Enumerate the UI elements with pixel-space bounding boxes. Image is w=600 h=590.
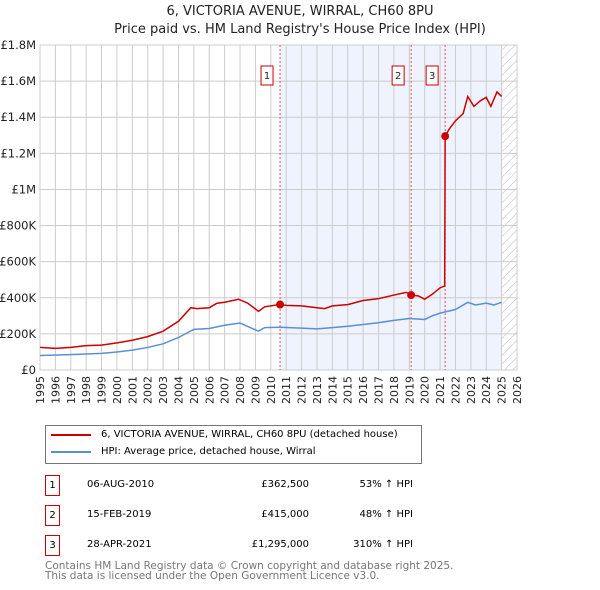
sale-point [407, 291, 416, 300]
y-tick-label: £200K [0, 327, 36, 341]
x-tick-label: 2000 [111, 376, 124, 404]
x-tick-label: 2003 [157, 376, 170, 404]
x-tick-label: 1999 [96, 376, 109, 404]
y-tick-label: £1.4M [0, 110, 36, 124]
x-tick-label: 2021 [434, 376, 447, 404]
x-tick-label: 2012 [296, 376, 309, 404]
marker-box [260, 65, 274, 86]
sale-point [441, 132, 450, 141]
x-tick-label: 2018 [388, 376, 401, 404]
y-tick-label: £400K [0, 291, 36, 305]
x-tick-label: 2026 [511, 376, 524, 404]
transaction-price: £415,000 [261, 509, 309, 520]
transaction-number: 1 [45, 475, 60, 496]
x-tick-label: 2017 [373, 376, 386, 404]
marker-label: 3 [429, 71, 435, 82]
footer: Contains HM Land Registry data © Crown c… [45, 560, 454, 582]
x-tick-label: 2019 [403, 376, 416, 404]
marker-box [391, 65, 405, 86]
x-tick-label: 2005 [188, 376, 201, 404]
footer-copyright: Contains HM Land Registry data © Crown c… [45, 560, 454, 572]
legend-swatch [51, 450, 91, 453]
x-tick-label: 2013 [311, 376, 324, 404]
transaction-hpi-change: 48% ↑ HPI [359, 509, 413, 520]
x-tick-label: 2016 [357, 376, 370, 404]
plot-border [39, 44, 518, 371]
y-tick-label: £0 [21, 363, 36, 377]
y-tick-label: £1M [11, 182, 36, 196]
transaction-price: £362,500 [261, 479, 309, 490]
y-tick-label: £1.8M [0, 38, 36, 52]
x-tick-label: 2007 [219, 376, 232, 404]
x-tick-label: 2008 [234, 376, 247, 404]
legend: 6, VICTORIA AVENUE, WIRRAL, CH60 8PU (de… [45, 425, 422, 464]
x-tick-label: 2004 [172, 376, 185, 404]
x-tick-label: 2014 [326, 376, 339, 404]
x-tick-label: 1996 [49, 376, 62, 404]
transaction-price: £1,295,000 [251, 539, 309, 550]
x-tick-label: 2024 [480, 376, 493, 404]
x-tick-label: 1998 [80, 376, 93, 404]
sale-point [276, 300, 285, 309]
legend-item-property: 6, VICTORIA AVENUE, WIRRAL, CH60 8PU (de… [51, 429, 398, 440]
legend-label: HPI: Average price, detached house, Wirr… [101, 446, 316, 457]
marker-label: 1 [264, 71, 270, 82]
legend-label: 6, VICTORIA AVENUE, WIRRAL, CH60 8PU (de… [101, 429, 398, 440]
price-chart: 1995 1996 1997 1998 1999 2000 2001 2002 2003 2004… [0, 38, 524, 404]
legend-swatch [51, 433, 91, 436]
y-tick-label: £800K [0, 219, 36, 233]
x-tick-label: 2020 [419, 376, 432, 404]
transaction-number: 3 [45, 535, 60, 556]
x-tick-label: 2023 [465, 376, 478, 404]
chart-title: 6, VICTORIA AVENUE, WIRRAL, CH60 8PU [166, 4, 434, 19]
transaction-date: 15-FEB-2019 [87, 509, 152, 520]
x-tick-label: 2015 [342, 376, 355, 404]
x-tick-label: 2001 [126, 376, 139, 404]
x-tick-label: 2022 [449, 376, 462, 404]
x-tick-label: 2006 [203, 376, 216, 404]
y-tick-label: £1.2M [0, 146, 36, 160]
y-tick-label: £600K [0, 255, 36, 269]
transaction-date: 28-APR-2021 [87, 539, 152, 550]
transaction-number: 2 [45, 505, 60, 526]
chart-subtitle: Price paid vs. HM Land Registry's House … [114, 22, 486, 37]
transaction-hpi-change: 310% ↑ HPI [353, 539, 413, 550]
series-line [39, 90, 503, 350]
marker-label: 2 [395, 71, 401, 82]
legend-item-hpi: HPI: Average price, detached house, Wirr… [51, 446, 316, 457]
x-tick-label: 1995 [34, 376, 47, 404]
x-tick-label: 2002 [142, 376, 155, 404]
x-tick-label: 1997 [65, 376, 78, 404]
forecast-hatch [501, 45, 517, 370]
x-tick-label: 2010 [265, 376, 278, 404]
transaction-date: 06-AUG-2010 [87, 479, 155, 490]
marker-box [425, 65, 439, 86]
x-tick-label: 2009 [249, 376, 262, 404]
transaction-hpi-change: 53% ↑ HPI [359, 479, 413, 490]
series-line [39, 301, 502, 357]
y-tick-label: £1.6M [0, 74, 36, 88]
footer-licence: This data is licensed under the Open Gov… [45, 570, 380, 582]
x-tick-label: 2011 [280, 376, 293, 404]
x-tick-label: 2025 [496, 376, 509, 404]
